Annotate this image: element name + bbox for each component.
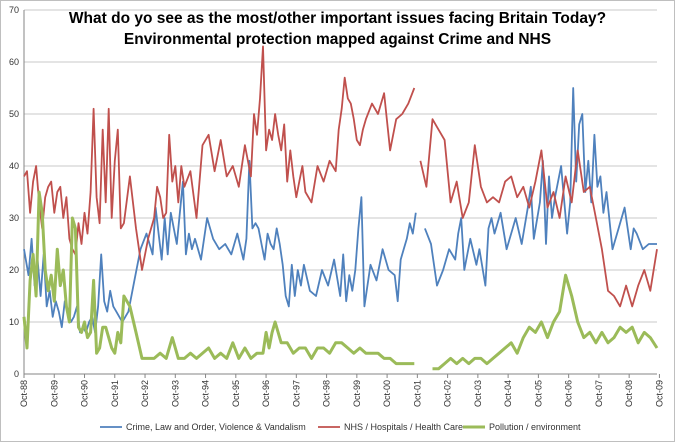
x-tick-label: Oct-89 xyxy=(49,380,59,407)
series-line xyxy=(22,190,415,366)
x-tick-label: Oct-92 xyxy=(140,380,150,407)
x-tick-label: Oct-08 xyxy=(624,380,634,407)
x-tick-label: Oct-95 xyxy=(231,380,241,407)
legend-label: Pollution / environment xyxy=(489,422,581,432)
legend: Crime, Law and Order, Violence & Vandali… xyxy=(100,422,581,432)
x-tick-label: Oct-93 xyxy=(170,380,180,407)
series-line xyxy=(432,273,659,371)
x-tick-label: Oct-06 xyxy=(564,380,574,407)
axes xyxy=(23,10,660,378)
legend-label: NHS / Hospitals / Health Care xyxy=(344,422,463,432)
x-tick-label: Oct-99 xyxy=(352,380,362,407)
y-tick-label: 20 xyxy=(9,265,19,275)
chart-subtitle: Environmental protection mapped against … xyxy=(123,31,552,48)
x-tick-label: Oct-94 xyxy=(201,380,211,407)
legend-label: Crime, Law and Order, Violence & Vandali… xyxy=(126,422,306,432)
x-tick-label: Oct-04 xyxy=(503,380,513,407)
x-tick-label: Oct-07 xyxy=(594,380,604,407)
x-tick-label: Oct-05 xyxy=(533,380,543,407)
x-tick-label: Oct-09 xyxy=(654,380,664,407)
x-tick-label: Oct-90 xyxy=(80,380,90,407)
x-tick-label: Oct-98 xyxy=(322,380,332,407)
x-tick-label: Oct-96 xyxy=(261,380,271,407)
series-line xyxy=(23,45,416,271)
x-tick-label: Oct-01 xyxy=(412,380,422,407)
x-tick-label: Oct-97 xyxy=(291,380,301,407)
series-line xyxy=(23,159,417,334)
x-axis-ticks: Oct-88 Oct-89 Oct-90 Oct-91 Oct-92 Oct-93 Oct-… xyxy=(19,380,664,407)
y-tick-label: 30 xyxy=(9,213,19,223)
y-tick-label: 50 xyxy=(9,109,19,119)
chart-title: What do yo see as the most/other importa… xyxy=(68,10,607,27)
chart-title-block: What do yo see as the most/other importa… xyxy=(0,8,675,50)
y-tick-label: 10 xyxy=(9,317,19,327)
x-tick-label: Oct-02 xyxy=(443,380,453,407)
y-tick-label: 40 xyxy=(9,161,19,171)
x-tick-label: Oct-03 xyxy=(473,380,483,407)
x-tick-label: Oct-91 xyxy=(110,380,120,407)
y-axis-ticks: 0 10 20 30 40 50 60 70 xyxy=(9,5,19,379)
x-tick-label: Oct-00 xyxy=(382,380,392,407)
series-line xyxy=(424,87,657,287)
x-tick-label: Oct-88 xyxy=(19,380,29,407)
series-lines xyxy=(22,45,659,371)
gridlines xyxy=(24,9,657,323)
y-tick-label: 0 xyxy=(14,369,19,379)
series-line xyxy=(419,118,658,308)
y-tick-label: 70 xyxy=(9,5,19,15)
y-tick-label: 60 xyxy=(9,57,19,67)
